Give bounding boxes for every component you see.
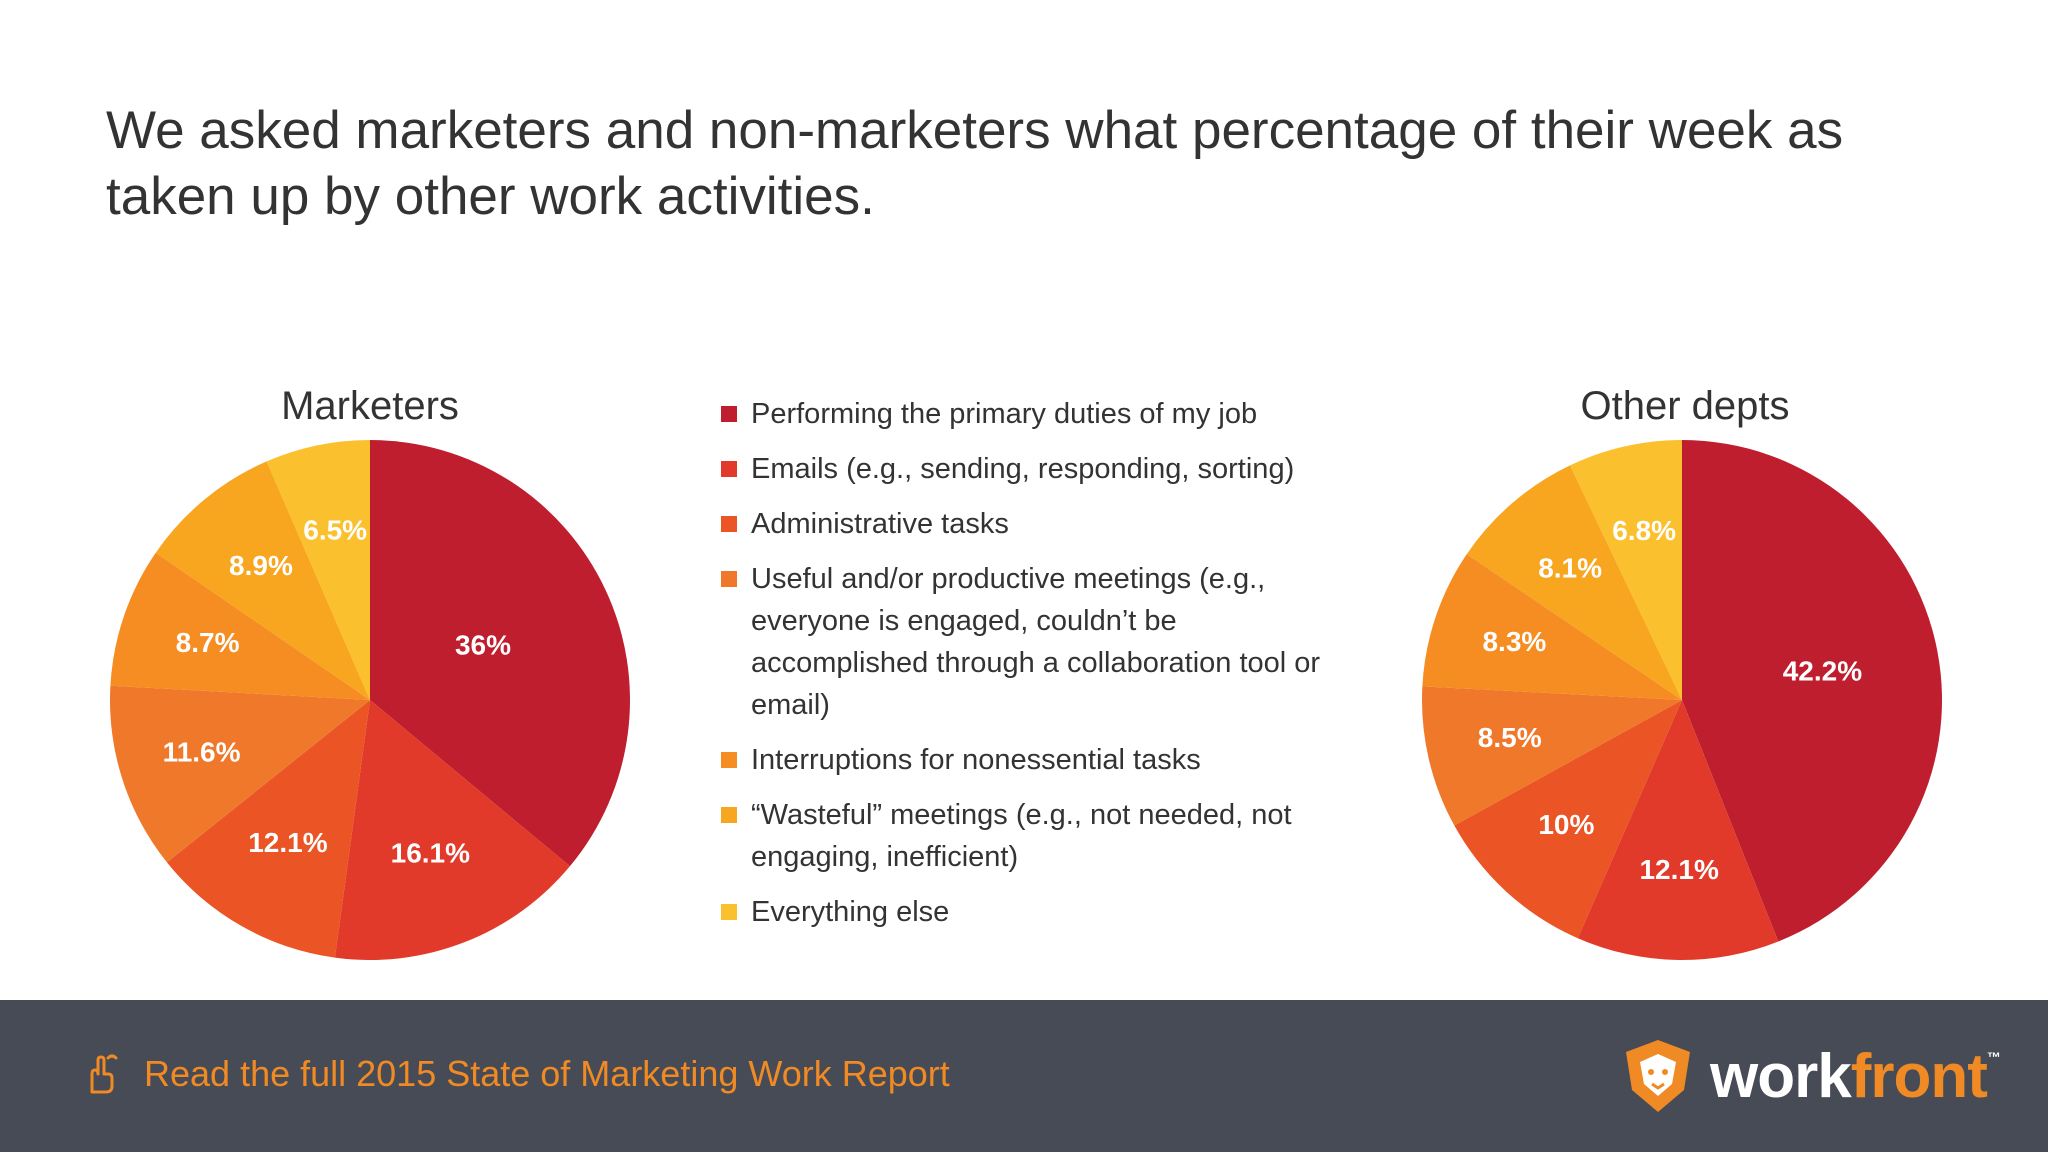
pie-charts: 36% 16.1% 12.1% 11.6% 8.7% 8.9% 6.5% 42.2% 12.1%… (109, 440, 1942, 960)
other-depts-pie-slice-6 (1466, 465, 1682, 700)
legend-item: Interruptions for nonessential tasks (718, 739, 1358, 781)
other-depts-slice-label-4: 8.5% (1478, 722, 1542, 753)
legend-item: Emails (e.g., sending, responding, sorti… (718, 448, 1358, 490)
legend-swatch (721, 807, 737, 823)
other-depts-pie-slice-7 (1570, 440, 1682, 700)
workfront-lion-icon (1626, 1040, 1690, 1112)
legend-label: Useful and/or productive meetings (e.g.,… (751, 563, 1321, 721)
legend: Performing the primary duties of my job … (718, 393, 1358, 946)
marketers-slice-label-3: 12.1% (248, 827, 327, 858)
legend-item: Performing the primary duties of my job (718, 393, 1358, 435)
report-link-text: Read the full 2015 State of Marketing Wo… (144, 1053, 950, 1094)
marketers-slice-label-4: 11.6% (163, 736, 241, 767)
legend-label: Performing the primary duties of my job (751, 398, 1258, 430)
legend-label: “Wasteful” meetings (e.g., not needed, n… (751, 799, 1292, 873)
legend-swatch (721, 571, 737, 587)
legend-item: Administrative tasks (718, 503, 1358, 545)
legend-swatch (721, 406, 737, 422)
report-link[interactable]: Read the full 2015 State of Marketing Wo… (78, 1052, 950, 1096)
legend-label: Interruptions for nonessential tasks (751, 744, 1201, 776)
logo-work: work (1710, 1041, 1852, 1111)
legend-swatch (721, 752, 737, 768)
other-depts-pie-slice-2 (1577, 700, 1779, 960)
other-depts-pie-slice-4 (1422, 686, 1682, 826)
marketers-pie-slice-3 (166, 700, 370, 958)
marketers-pie-slice-2 (334, 700, 570, 960)
headline: We asked marketers and non-marketers wha… (106, 101, 1844, 226)
other-depts-pie-slice-5 (1422, 554, 1682, 700)
legend-swatch (721, 516, 737, 532)
marketers-slice-label-1: 36% (455, 629, 511, 660)
other-depts-slice-label-6: 8.1% (1538, 552, 1602, 583)
other-depts-chart-title: Other depts (1580, 384, 1790, 428)
other-depts-slice-label-7: 6.8% (1612, 515, 1676, 546)
workfront-logo[interactable]: workfront™ (1622, 1038, 2001, 1114)
marketers-slice-label-5: 8.7% (176, 627, 240, 658)
other-depts-slice-label-2: 12.1% (1639, 854, 1718, 885)
marketers-pie-slice-6 (155, 461, 370, 700)
logo-front: front (1850, 1041, 1988, 1111)
marketers-pie-slice-5 (110, 552, 371, 700)
pointer-hand-icon (90, 1054, 118, 1094)
marketers-slice-label-6: 8.9% (229, 550, 293, 581)
legend-label: Everything else (751, 896, 950, 928)
legend-item: “Wasteful” meetings (e.g., not needed, n… (718, 794, 1358, 878)
legend-swatch (721, 461, 737, 477)
legend-label: Administrative tasks (751, 508, 1009, 540)
other-depts-slice-label-3: 10% (1538, 809, 1594, 840)
legend-item: Useful and/or productive meetings (e.g.,… (718, 558, 1358, 726)
footer-bar: Read the full 2015 State of Marketing Wo… (0, 1000, 2048, 1152)
marketers-chart-title: Marketers (281, 384, 459, 428)
legend-item: Everything else (718, 891, 1358, 933)
marketers-slice-label-2: 16.1% (391, 837, 470, 868)
marketers-pie-slice-4 (109, 685, 370, 863)
legend-label: Emails (e.g., sending, responding, sorti… (751, 453, 1295, 485)
marketers-pie-slice-7 (266, 440, 370, 700)
other-depts-pie-slice-3 (1454, 700, 1682, 939)
other-depts-pie-slice-1 (1682, 440, 1942, 942)
legend-swatch (721, 904, 737, 920)
logo-wordmark: workfront™ (1710, 1041, 2001, 1111)
other-depts-slice-label-5: 8.3% (1482, 626, 1546, 657)
marketers-slice-label-7: 6.5% (303, 514, 367, 545)
marketers-pie-slice-1 (370, 440, 631, 867)
other-depts-slice-label-1: 42.2% (1783, 655, 1862, 686)
